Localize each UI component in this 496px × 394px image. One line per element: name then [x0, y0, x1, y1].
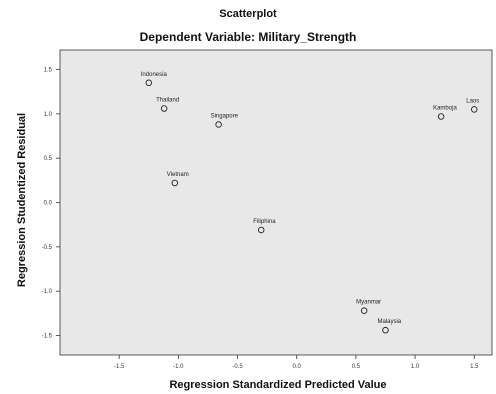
data-point: [470, 106, 478, 113]
data-point: [145, 79, 153, 87]
y-tick-label: -0.5: [42, 245, 53, 251]
data-point: [382, 326, 389, 334]
data-point: [215, 121, 222, 128]
y-axis-label: Regression Studentized Residual: [16, 112, 28, 288]
data-point-label: Myanmar: [356, 300, 381, 306]
x-tick-label: 1.0: [411, 364, 420, 370]
data-point: [171, 179, 179, 187]
chart-subtitle: Dependent Variable: Military_Strength: [139, 30, 357, 44]
data-point: [360, 307, 368, 314]
plot-area: [59, 49, 493, 356]
y-tick-label: 1.0: [44, 112, 53, 118]
data-point-label: Malaysia: [377, 319, 401, 325]
data-point-label: Indonesia: [141, 72, 168, 78]
chart-title: Scatterplot: [219, 8, 277, 20]
data-point-label: Thailand: [156, 98, 179, 104]
data-point-label: Kamboja: [433, 105, 457, 111]
data-point: [257, 226, 265, 234]
x-tick-label: 0.0: [293, 364, 302, 370]
data-point: [160, 105, 168, 112]
x-tick-label: 1.5: [470, 364, 479, 370]
data-point-label: Vietnam: [167, 172, 189, 178]
data-point-label: Laos: [466, 98, 479, 104]
x-tick-label: -1.0: [173, 364, 184, 370]
x-tick-label: -1.5: [114, 364, 125, 370]
data-point: [437, 113, 445, 120]
y-tick-label: -1.0: [42, 289, 53, 295]
data-point-label: Singapore: [211, 113, 239, 119]
y-tick-label: 0.5: [44, 156, 53, 162]
x-axis-label: Regression Standardized Predicted Value: [169, 379, 387, 391]
data-point-label: Filiphina: [253, 219, 276, 225]
y-tick-label: 1.5: [44, 68, 53, 74]
x-tick-label: 0.5: [352, 364, 361, 370]
y-tick-label: -1.5: [42, 333, 53, 339]
x-tick-label: -0.5: [232, 364, 243, 370]
y-tick-label: 0.0: [44, 201, 53, 207]
